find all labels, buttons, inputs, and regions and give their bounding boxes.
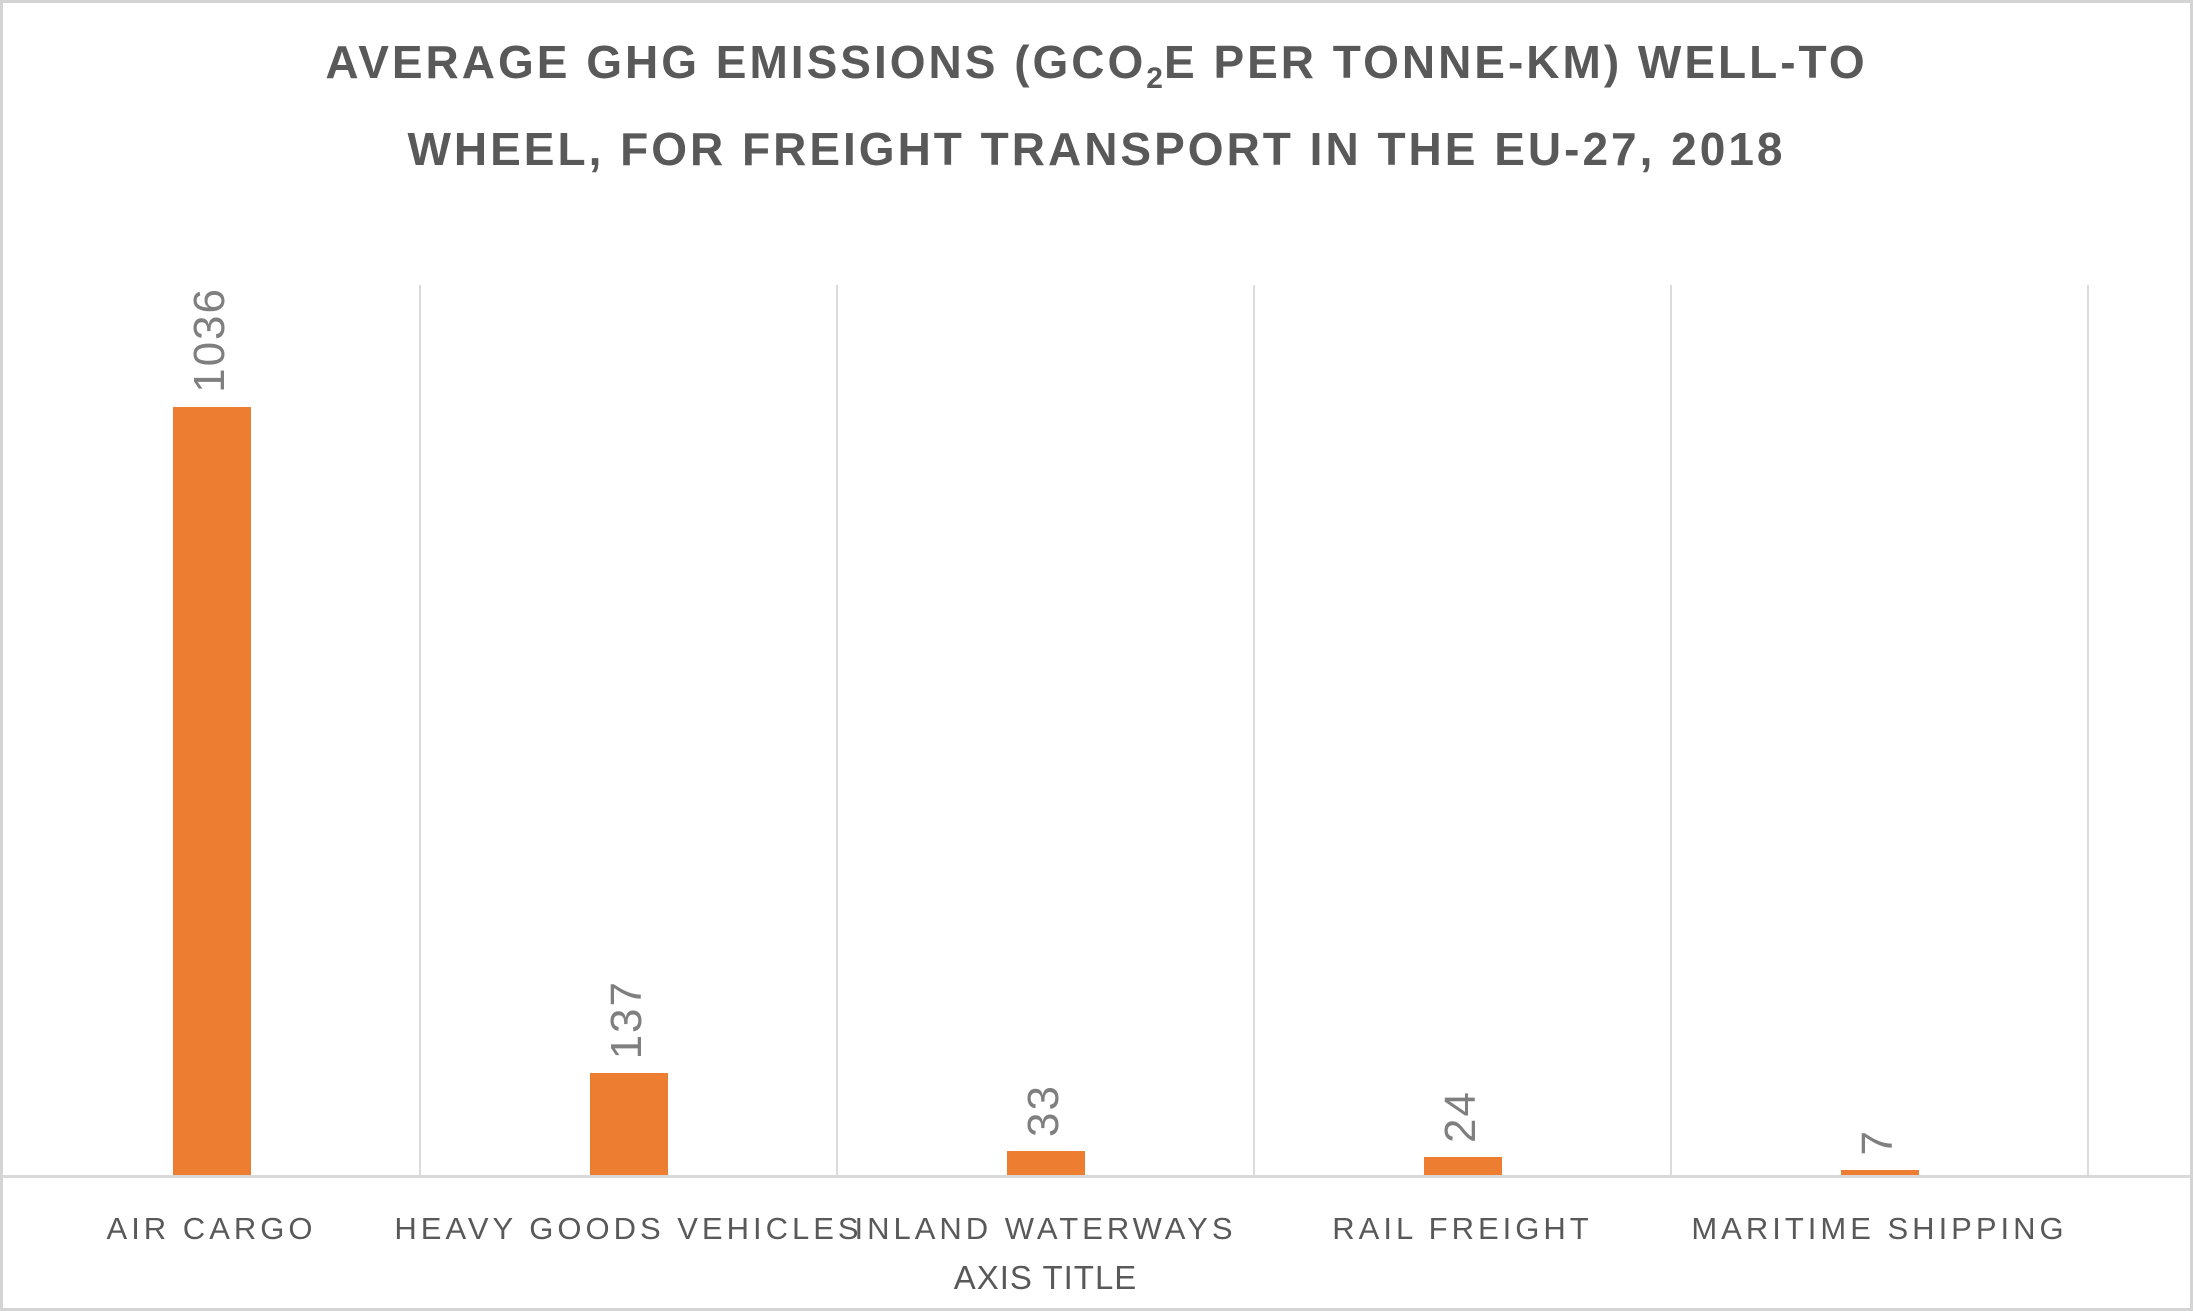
category-label: HEAVY GOODS VEHICLES xyxy=(394,1211,863,1246)
bar-value-label: 137 xyxy=(601,979,651,1060)
gridline xyxy=(1670,285,1672,1175)
category-label: INLAND WATERWAYS xyxy=(854,1211,1237,1246)
bar-value-label: 33 xyxy=(1018,1083,1068,1137)
bar-heavy-goods-vehicles xyxy=(589,1073,668,1175)
chart-title-line2: WHEEL, FOR FREIGHT TRANSPORT IN THE EU-2… xyxy=(407,123,1786,175)
gridline xyxy=(419,285,421,1175)
bar-maritime-shipping xyxy=(1840,1169,1919,1175)
category-label: MARITIME SHIPPING xyxy=(1691,1211,2068,1246)
subscript-2: 2 xyxy=(1146,62,1164,95)
category-label: AIR CARGO xyxy=(106,1211,317,1246)
category-label: RAIL FREIGHT xyxy=(1332,1211,1593,1246)
gridline xyxy=(1253,285,1255,1175)
x-axis-line xyxy=(3,1175,2190,1178)
chart-title: AVERAGE GHG EMISSIONS (GCO2E PER TONNE-K… xyxy=(3,27,2190,184)
plot-area: 1036 137 33 24 7 xyxy=(3,285,2089,1175)
x-axis-title: AXIS TITLE xyxy=(953,1259,1138,1296)
bar-value-label: 7 xyxy=(1852,1129,1902,1156)
bar-air-cargo xyxy=(172,406,251,1175)
gridline xyxy=(2087,285,2089,1175)
gridline xyxy=(836,285,838,1175)
bar-value-label: 24 xyxy=(1435,1090,1485,1144)
bar-value-label: 1036 xyxy=(184,286,234,393)
chart-title-line1: AVERAGE GHG EMISSIONS (GCO2E PER TONNE-K… xyxy=(325,36,1868,95)
bar-inland-waterways xyxy=(1006,1150,1085,1175)
bar-rail-freight xyxy=(1423,1157,1502,1175)
